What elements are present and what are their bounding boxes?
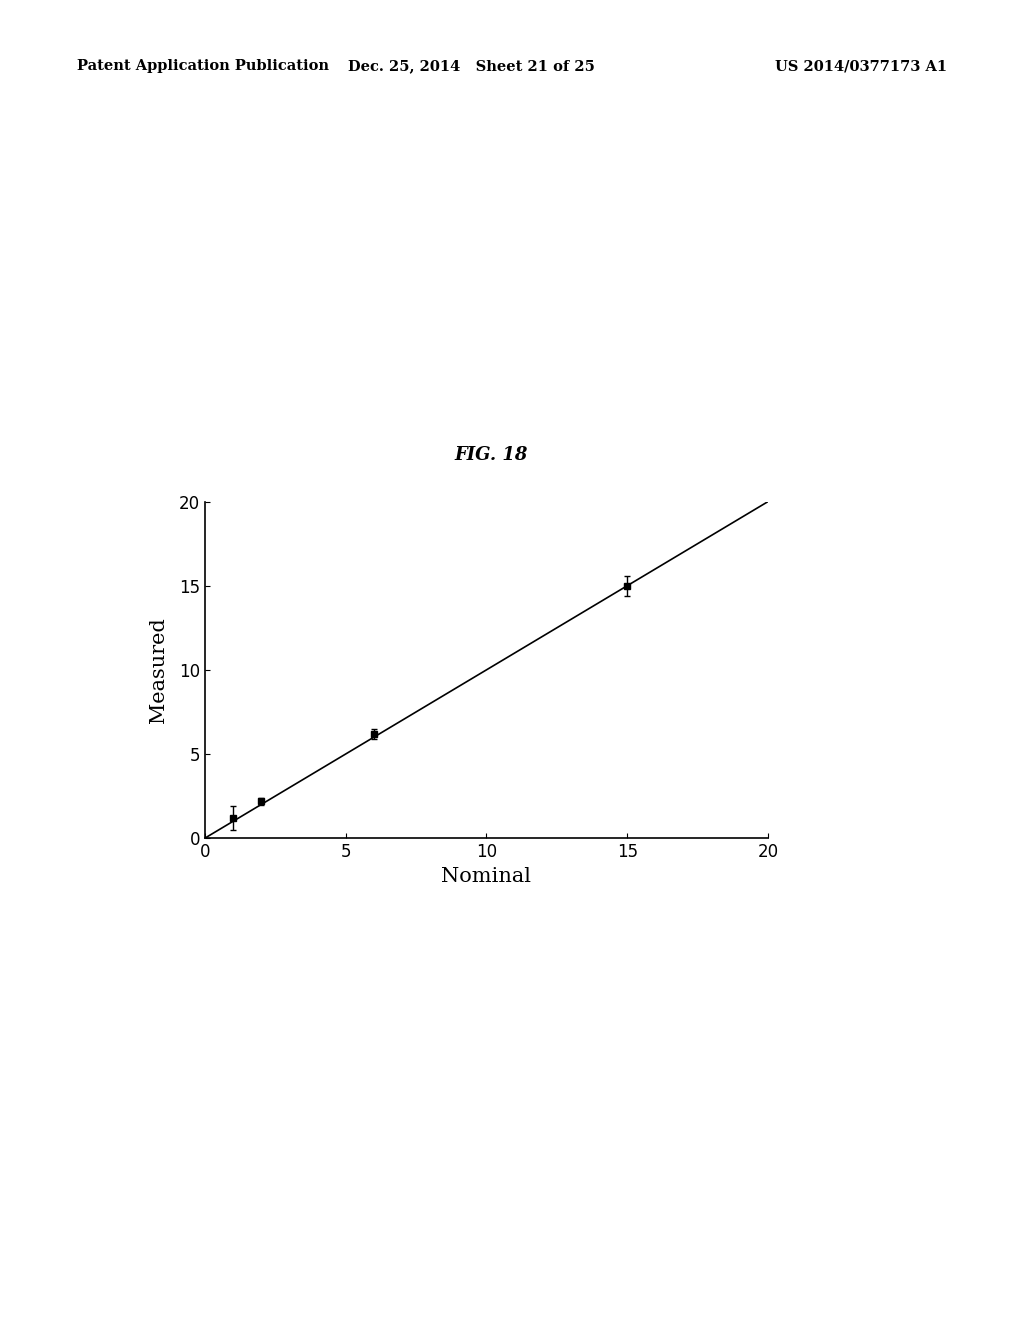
Text: Dec. 25, 2014   Sheet 21 of 25: Dec. 25, 2014 Sheet 21 of 25 bbox=[347, 59, 595, 74]
Text: US 2014/0377173 A1: US 2014/0377173 A1 bbox=[775, 59, 947, 74]
Text: Patent Application Publication: Patent Application Publication bbox=[77, 59, 329, 74]
Text: FIG. 18: FIG. 18 bbox=[455, 446, 528, 465]
Y-axis label: Measured: Measured bbox=[148, 616, 168, 723]
X-axis label: Nominal: Nominal bbox=[441, 867, 531, 886]
